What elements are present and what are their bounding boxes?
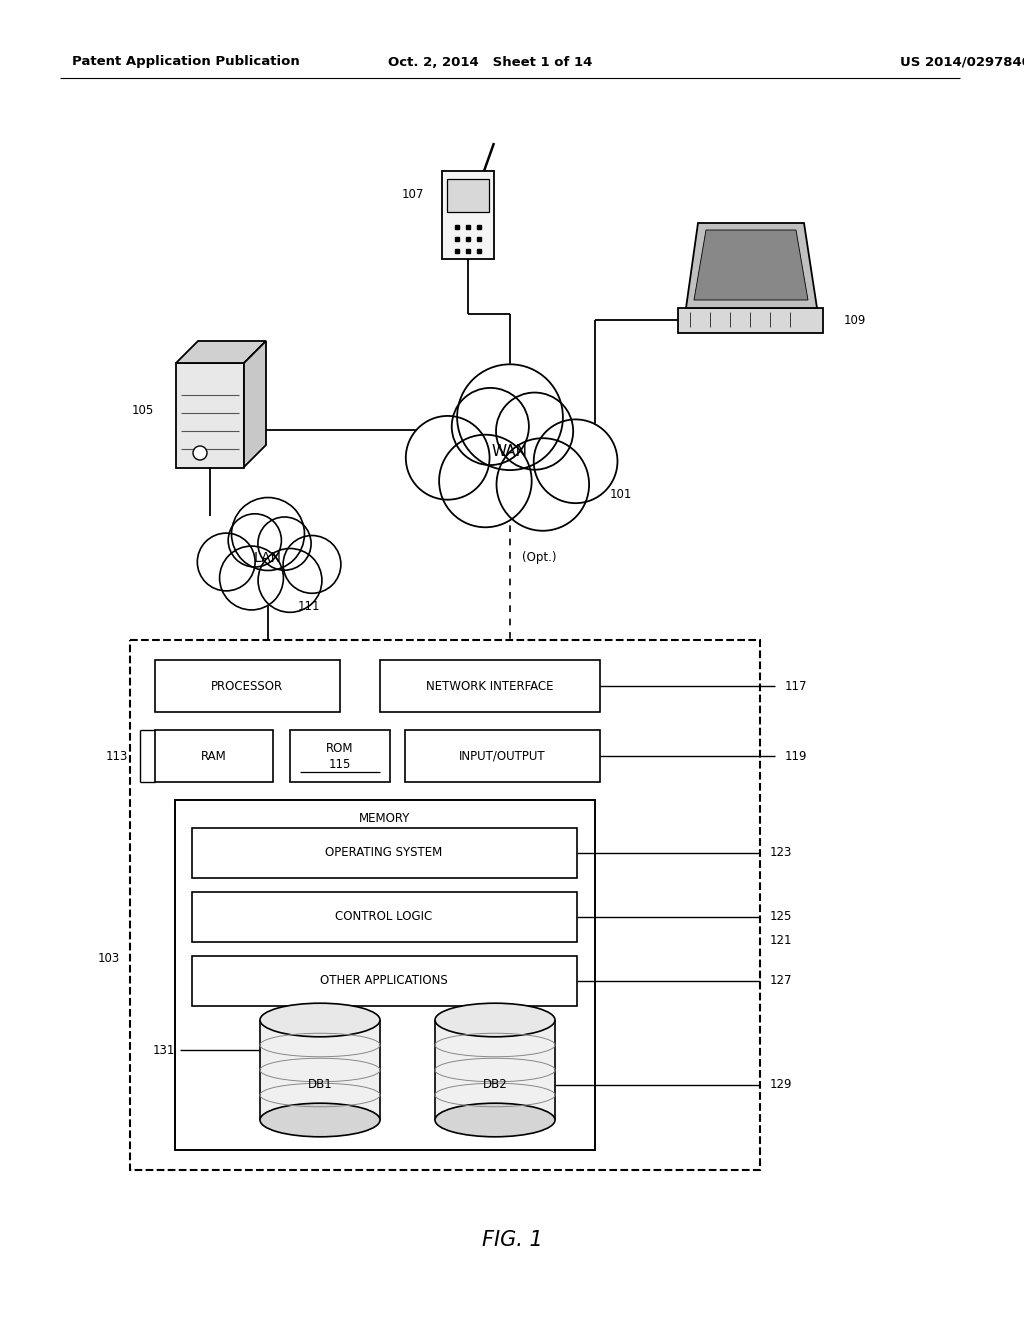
Text: DB1: DB1 — [307, 1078, 333, 1092]
Bar — [380, 660, 600, 711]
Text: 103: 103 — [97, 952, 120, 965]
Text: 109: 109 — [844, 314, 866, 326]
Bar — [155, 660, 340, 711]
Text: 117: 117 — [785, 680, 808, 693]
Bar — [435, 1020, 555, 1119]
Text: MEMORY: MEMORY — [359, 812, 411, 825]
Bar — [193, 892, 577, 942]
Text: WAN: WAN — [492, 445, 528, 459]
Bar — [193, 956, 577, 1006]
Bar — [678, 308, 823, 333]
Circle shape — [439, 434, 531, 527]
Text: DB2: DB2 — [482, 1078, 507, 1092]
Bar — [175, 800, 595, 1150]
Text: 131: 131 — [153, 1044, 175, 1056]
Text: US 2014/0297840 A1: US 2014/0297840 A1 — [900, 55, 1024, 69]
Text: LAN: LAN — [254, 550, 282, 565]
Circle shape — [193, 446, 207, 459]
Circle shape — [219, 546, 284, 610]
Circle shape — [496, 392, 573, 470]
Bar — [290, 730, 390, 781]
Text: OTHER APPLICATIONS: OTHER APPLICATIONS — [321, 974, 447, 987]
Text: NETWORK INTERFACE: NETWORK INTERFACE — [426, 680, 554, 693]
Text: 101: 101 — [610, 487, 633, 500]
Text: OPERATING SYSTEM: OPERATING SYSTEM — [326, 846, 442, 859]
Circle shape — [283, 536, 341, 593]
Circle shape — [258, 549, 322, 612]
Polygon shape — [244, 341, 266, 467]
Text: 127: 127 — [770, 974, 793, 987]
Polygon shape — [176, 341, 266, 363]
Ellipse shape — [435, 1104, 555, 1137]
Bar — [193, 828, 577, 878]
Text: INPUT/OUTPUT: INPUT/OUTPUT — [459, 750, 546, 763]
Circle shape — [452, 388, 528, 465]
Circle shape — [258, 517, 311, 570]
Bar — [442, 172, 494, 259]
Circle shape — [231, 498, 304, 570]
Polygon shape — [686, 223, 817, 308]
Text: 121: 121 — [770, 935, 793, 948]
Circle shape — [198, 533, 255, 591]
Bar — [260, 1020, 380, 1119]
Text: ROM: ROM — [327, 742, 353, 755]
Circle shape — [497, 438, 589, 531]
Bar — [130, 640, 760, 1170]
Circle shape — [457, 364, 563, 470]
Text: 111: 111 — [298, 599, 321, 612]
Circle shape — [228, 513, 282, 568]
Bar — [176, 363, 244, 469]
Circle shape — [534, 420, 617, 503]
Text: 113: 113 — [105, 750, 128, 763]
Text: 129: 129 — [770, 1078, 793, 1092]
Text: FIG. 1: FIG. 1 — [481, 1230, 543, 1250]
Ellipse shape — [260, 1104, 380, 1137]
Ellipse shape — [260, 1003, 380, 1036]
Text: 105: 105 — [132, 404, 154, 417]
Bar — [155, 730, 273, 781]
Text: 115: 115 — [329, 759, 351, 771]
Text: CONTROL LOGIC: CONTROL LOGIC — [336, 911, 432, 924]
Polygon shape — [694, 230, 808, 300]
Ellipse shape — [435, 1003, 555, 1036]
Text: 119: 119 — [785, 750, 808, 763]
Text: PROCESSOR: PROCESSOR — [211, 680, 283, 693]
Text: Oct. 2, 2014   Sheet 1 of 14: Oct. 2, 2014 Sheet 1 of 14 — [388, 55, 592, 69]
Circle shape — [406, 416, 489, 500]
Text: Patent Application Publication: Patent Application Publication — [72, 55, 300, 69]
Text: 107: 107 — [401, 189, 424, 202]
Bar — [447, 180, 489, 213]
Bar — [406, 730, 600, 781]
Text: RAM: RAM — [201, 750, 227, 763]
Text: 123: 123 — [770, 846, 793, 859]
Text: (Opt.): (Opt.) — [522, 552, 556, 565]
Text: 125: 125 — [770, 911, 793, 924]
